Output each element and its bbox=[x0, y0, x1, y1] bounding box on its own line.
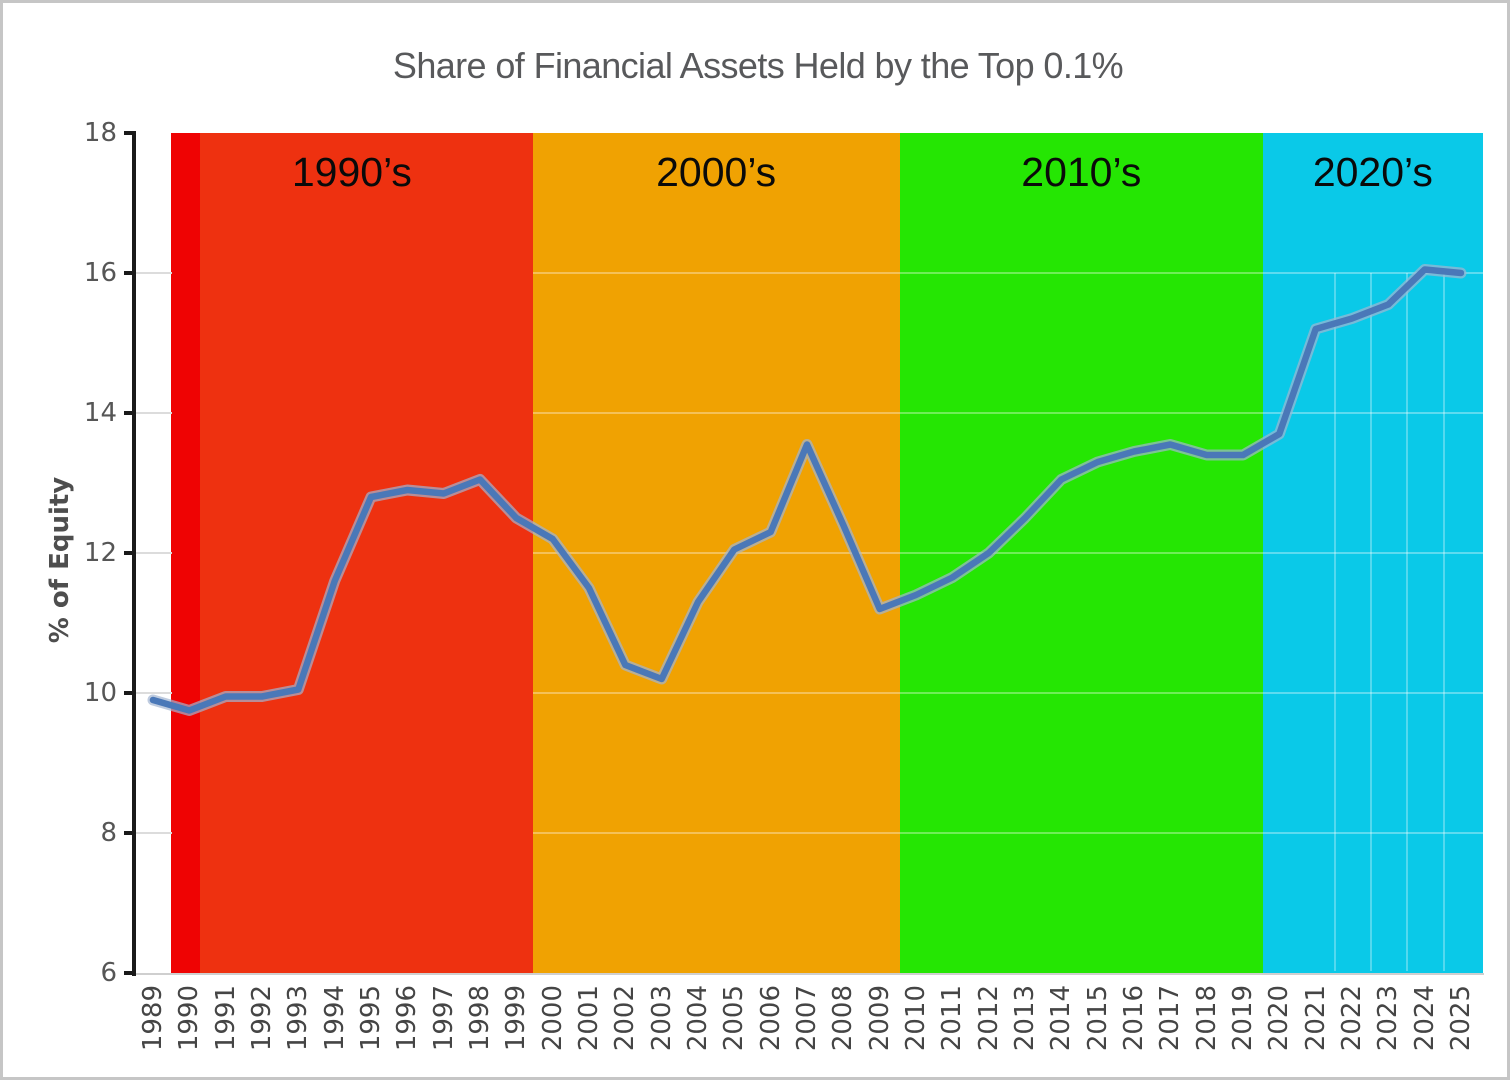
x-tick-label: 2010 bbox=[900, 985, 931, 1052]
gridline-vertical bbox=[1406, 273, 1409, 971]
x-tick-label: 2012 bbox=[973, 985, 1004, 1052]
data-line-svg bbox=[147, 264, 1467, 716]
x-tick-label: 1994 bbox=[319, 985, 350, 1052]
x-tick-label: 1991 bbox=[210, 985, 241, 1052]
x-tick-label: 2003 bbox=[646, 985, 677, 1052]
x-tick-label: 2009 bbox=[864, 985, 895, 1052]
decade-2020s-label: 2020’s bbox=[1312, 149, 1433, 195]
x-tick-label: 2023 bbox=[1373, 985, 1404, 1052]
gridline-vertical bbox=[1370, 273, 1373, 971]
gridline-stub bbox=[136, 552, 172, 554]
gridline-horizontal bbox=[532, 412, 1483, 414]
x-tick-label: 2018 bbox=[1191, 985, 1222, 1052]
decade-1990s-label: 1990’s bbox=[291, 149, 412, 195]
x-tick-label: 2020 bbox=[1264, 985, 1295, 1052]
x-tick-label: 1990 bbox=[174, 985, 205, 1052]
gridline-horizontal bbox=[532, 272, 1483, 274]
gridline-stub bbox=[136, 692, 172, 694]
gridline-stub bbox=[136, 832, 172, 834]
decade-2010s-label: 2010’s bbox=[1021, 149, 1142, 195]
x-tick-label: 2022 bbox=[1336, 985, 1367, 1052]
x-tick-label: 2001 bbox=[573, 985, 604, 1052]
chart-title: Share of Financial Assets Held by the To… bbox=[392, 45, 1124, 86]
x-tick-label: 1993 bbox=[283, 985, 314, 1052]
gridline-vertical bbox=[1333, 273, 1336, 971]
x-tick-label: 1996 bbox=[392, 985, 423, 1052]
x-tick-label: 2014 bbox=[1046, 985, 1077, 1052]
x-tick-label: 2005 bbox=[719, 985, 750, 1052]
y-tick-mark bbox=[124, 411, 136, 415]
x-tick-label: 1995 bbox=[355, 985, 386, 1052]
y-tick-mark bbox=[124, 831, 136, 835]
y-tick-mark bbox=[124, 551, 136, 555]
x-axis-line bbox=[132, 973, 1484, 975]
gridline-horizontal bbox=[532, 832, 1483, 834]
red-accent-strip bbox=[171, 133, 201, 973]
x-tick-label: 2006 bbox=[755, 985, 786, 1052]
gridline-horizontal bbox=[532, 692, 1483, 694]
y-tick-label: 16 bbox=[83, 258, 117, 288]
x-tick-label: 2021 bbox=[1300, 985, 1331, 1052]
y-tick-mark bbox=[124, 271, 136, 275]
y-tick-label: 8 bbox=[100, 818, 117, 848]
gridline-stub bbox=[136, 412, 172, 414]
x-tick-label: 2000 bbox=[537, 985, 568, 1052]
x-tick-label: 2015 bbox=[1082, 985, 1113, 1052]
y-tick-label: 10 bbox=[83, 678, 117, 708]
x-tick-label: 1999 bbox=[501, 985, 532, 1052]
data-line-halo bbox=[147, 264, 1467, 716]
y-tick-mark bbox=[124, 691, 136, 695]
x-tick-label: 2024 bbox=[1409, 985, 1440, 1052]
x-tick-label: 2008 bbox=[828, 985, 859, 1052]
x-tick-label: 2019 bbox=[1227, 985, 1258, 1052]
x-tick-label: 1997 bbox=[428, 985, 459, 1052]
x-tick-label: 2025 bbox=[1445, 985, 1476, 1052]
data-line bbox=[149, 266, 1465, 714]
x-tick-label: 2002 bbox=[610, 985, 641, 1052]
decade-2000s bbox=[532, 133, 900, 973]
gridline-horizontal bbox=[532, 552, 1483, 554]
y-tick-label: 12 bbox=[83, 538, 117, 568]
x-tick-label: 1992 bbox=[246, 985, 277, 1052]
gridline-stub bbox=[136, 272, 172, 274]
x-tick-label: 2007 bbox=[791, 985, 822, 1052]
y-tick-mark bbox=[124, 131, 136, 135]
y-tick-label: 18 bbox=[83, 118, 117, 148]
x-tick-label: 2013 bbox=[1009, 985, 1040, 1052]
x-tick-label: 2004 bbox=[682, 985, 713, 1052]
x-tick-label: 2011 bbox=[937, 985, 968, 1052]
x-tick-label: 2017 bbox=[1155, 985, 1186, 1052]
gridline-vertical bbox=[1442, 273, 1445, 971]
x-tick-label: 2016 bbox=[1118, 985, 1149, 1052]
y-tick-mark bbox=[124, 971, 136, 975]
x-tick-label: 1998 bbox=[464, 985, 495, 1052]
y-tick-label: 14 bbox=[83, 398, 117, 428]
x-tick-label: 1989 bbox=[138, 985, 168, 1052]
decade-2000s-label: 2000’s bbox=[656, 149, 777, 195]
decade-2010s bbox=[899, 133, 1263, 973]
y-tick-label: 6 bbox=[100, 958, 117, 988]
